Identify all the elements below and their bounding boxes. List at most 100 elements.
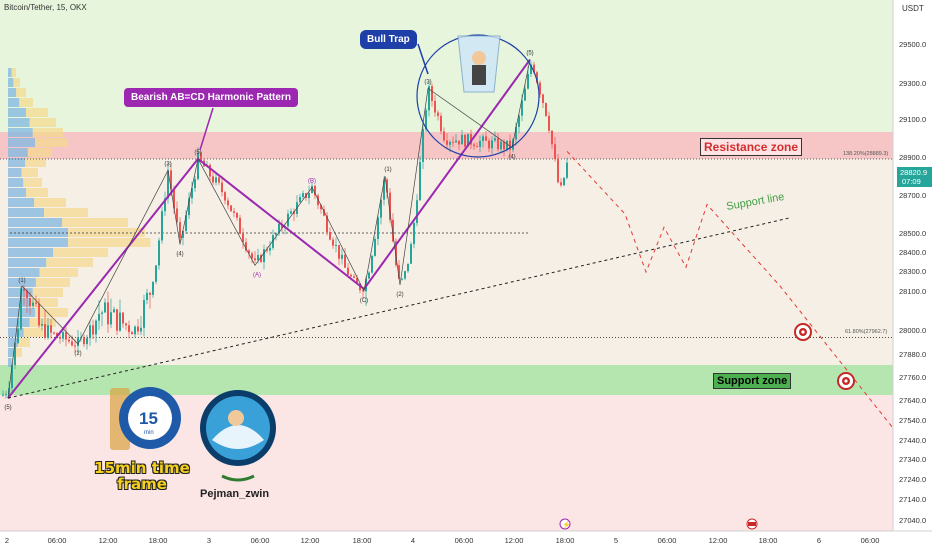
volume-bar-sell	[26, 188, 48, 197]
candle-body	[419, 161, 421, 201]
candle-body	[2, 394, 4, 396]
candle-body	[239, 217, 241, 234]
price-tick-label: 27040.0	[899, 516, 926, 525]
candle-body	[35, 302, 37, 304]
price-tick-label: 27640.0	[899, 396, 926, 405]
support-trend-line	[7, 217, 791, 399]
volume-bar-buy	[8, 238, 68, 247]
candle-body	[164, 198, 166, 212]
candle-body	[560, 182, 562, 186]
candle-body	[62, 332, 64, 339]
volume-bar-sell	[25, 158, 46, 167]
candle-body	[350, 274, 352, 277]
candle-body	[335, 244, 337, 246]
volume-bar-buy	[8, 108, 26, 117]
candle-body	[95, 320, 97, 335]
price-tick-label: 27760.0	[899, 373, 926, 382]
candle-body	[146, 292, 148, 301]
candle-body	[470, 133, 472, 145]
volume-bar-sell	[21, 168, 38, 177]
candle-body	[410, 244, 412, 264]
candle-body	[161, 211, 163, 241]
price-axis	[893, 0, 932, 531]
candle-body	[482, 136, 484, 141]
avatar-logo	[200, 390, 276, 482]
candle-body	[428, 86, 430, 111]
volume-bar-sell	[68, 238, 151, 247]
elliott-wave-line	[7, 59, 531, 399]
candle-body	[332, 239, 334, 246]
candle-body	[329, 232, 331, 240]
candle-body	[491, 140, 493, 149]
volume-bar-buy	[8, 98, 20, 107]
time-tick-label: 12:00	[99, 536, 118, 545]
candle-body	[47, 325, 49, 338]
volume-bar-buy	[8, 78, 14, 87]
candle-body	[149, 292, 151, 295]
candle-body	[74, 345, 76, 347]
middle-neutral-background	[0, 159, 893, 365]
pattern-lines	[7, 59, 894, 429]
candle-body	[251, 253, 253, 259]
candle-body	[446, 140, 448, 145]
time-tick-label: 3	[207, 536, 211, 545]
wave-label: (B)	[308, 178, 316, 184]
fib-618-label: 61.80%(27962.7)	[845, 329, 887, 335]
candle-body	[44, 323, 46, 338]
candle-body	[464, 134, 466, 147]
candle-body	[479, 140, 481, 147]
time-tick-label: 12:00	[301, 536, 320, 545]
candle-body	[362, 290, 364, 292]
upper-green-background	[0, 0, 893, 132]
wave-label: (4)	[508, 155, 515, 161]
candle-body	[236, 212, 238, 218]
time-tick-label: 06:00	[455, 536, 474, 545]
price-tick-label: 27880.0	[899, 350, 926, 359]
candle-body	[113, 309, 115, 313]
candle-body	[176, 208, 178, 223]
timeframe-logo: 15 min	[110, 387, 181, 450]
candle-body	[485, 136, 487, 141]
candle-body	[566, 162, 568, 178]
candle-body	[371, 255, 373, 273]
candle-body	[506, 140, 508, 150]
candle-body	[242, 233, 244, 243]
volume-bar-buy	[8, 158, 26, 167]
candle-body	[11, 365, 13, 388]
candle-body	[455, 140, 457, 143]
candle-body	[272, 235, 274, 248]
candle-body	[443, 131, 445, 141]
volume-bar-buy	[8, 198, 35, 207]
time-tick-label: 12:00	[505, 536, 524, 545]
candle-body	[317, 195, 319, 206]
volume-bar-buy	[8, 298, 31, 307]
wave-label: (5)	[526, 51, 533, 57]
candle-body	[209, 164, 211, 177]
candle-body	[125, 323, 127, 326]
candle-body	[422, 129, 424, 162]
volume-bar-buy	[8, 318, 30, 327]
cup-icon	[457, 35, 501, 93]
price-tick-label: 29300.0	[899, 79, 926, 88]
time-tick-label: 18:00	[353, 536, 372, 545]
volume-bar-sell	[35, 278, 70, 287]
volume-bar-buy	[8, 128, 33, 137]
candle-body	[38, 303, 40, 326]
volume-bar-buy	[8, 278, 36, 287]
volume-bar-buy	[8, 218, 62, 227]
candle-body	[413, 223, 415, 245]
candle-body	[524, 88, 526, 101]
volume-bar-buy	[8, 188, 26, 197]
candle-body	[224, 192, 226, 201]
candle-body	[59, 336, 61, 339]
candle-body	[326, 215, 328, 233]
candle-body	[29, 298, 31, 306]
candle-body	[539, 82, 541, 95]
timeframe-text: 15min time frame	[94, 459, 190, 493]
candle-body	[323, 209, 325, 216]
price-tick-label: 28000.0	[899, 326, 926, 335]
candle-body	[188, 198, 190, 216]
candle-body	[527, 74, 529, 89]
